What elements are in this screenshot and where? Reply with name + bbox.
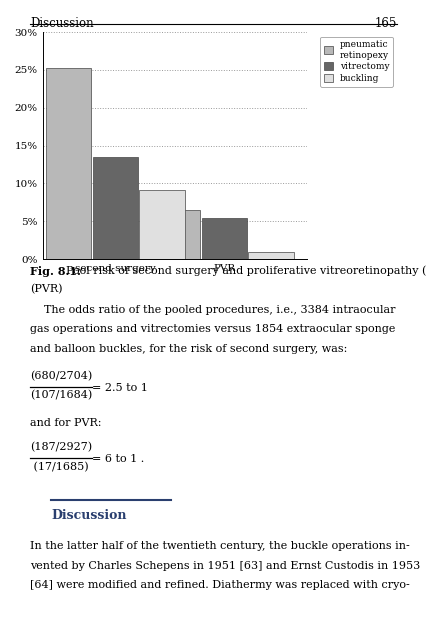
Text: [64] were modified and refined. Diathermy was replaced with cryo-: [64] were modified and refined. Diatherm… xyxy=(30,580,409,590)
Text: In the latter half of the twentieth century, the buckle operations in-: In the latter half of the twentieth cent… xyxy=(30,541,409,552)
Text: The odds ratio of the pooled procedures, i.e., 3384 intraocular: The odds ratio of the pooled procedures,… xyxy=(30,305,394,316)
Bar xyxy=(139,189,184,259)
Text: = 6 to 1 .: = 6 to 1 . xyxy=(92,454,144,464)
Text: Discussion: Discussion xyxy=(51,509,127,522)
Text: Pool risk of second surgery and proliferative vitreoretinopathy (PVR): Pool risk of second surgery and prolifer… xyxy=(59,266,426,276)
Text: (PVR): (PVR) xyxy=(30,284,62,294)
Text: (680/2704): (680/2704) xyxy=(30,371,92,381)
Bar xyxy=(248,252,293,259)
Text: = 2.5 to 1: = 2.5 to 1 xyxy=(92,383,147,393)
Legend: pneumatic
retinopexy, vitrectomy, buckling: pneumatic retinopexy, vitrectomy, buckli… xyxy=(319,36,392,86)
Text: vented by Charles Schepens in 1951 [63] and Ernst Custodis in 1953: vented by Charles Schepens in 1951 [63] … xyxy=(30,561,419,571)
Text: Discussion: Discussion xyxy=(30,17,93,29)
Text: gas operations and vitrectomies versus 1854 extraocular sponge: gas operations and vitrectomies versus 1… xyxy=(30,324,394,335)
Text: (107/1684): (107/1684) xyxy=(30,390,92,401)
Text: and balloon buckles, for the risk of second surgery, was:: and balloon buckles, for the risk of sec… xyxy=(30,344,346,354)
Bar xyxy=(155,210,200,259)
Text: (17/1685): (17/1685) xyxy=(30,461,88,472)
Text: Fig. 8.1.: Fig. 8.1. xyxy=(30,266,81,276)
Text: and for PVR:: and for PVR: xyxy=(30,418,101,428)
Bar xyxy=(92,157,138,259)
Bar xyxy=(201,218,247,259)
Text: (187/2927): (187/2927) xyxy=(30,442,92,452)
Bar xyxy=(46,68,91,259)
Text: 165: 165 xyxy=(374,17,396,29)
